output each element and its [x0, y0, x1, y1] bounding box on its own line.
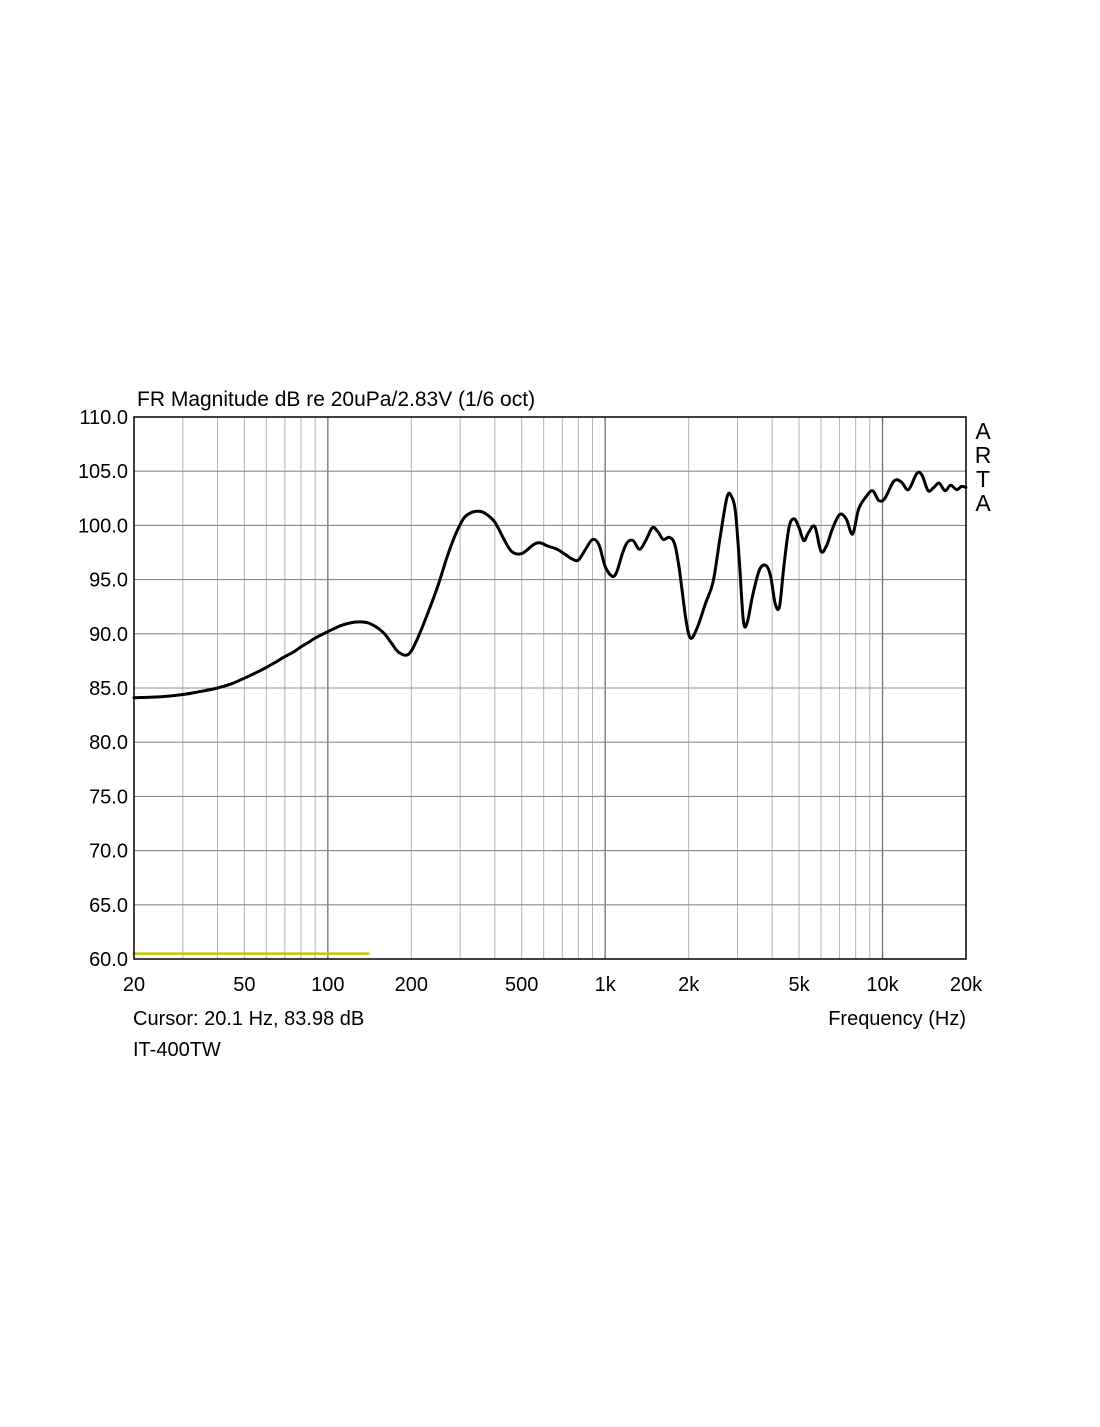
- cursor-readout: Cursor: 20.1 Hz, 83.98 dB: [133, 1008, 364, 1030]
- y-tick-label: 75.0: [89, 786, 128, 808]
- y-tick-label: 90.0: [89, 624, 128, 646]
- brand-letter: R: [975, 442, 992, 468]
- y-tick-label: 70.0: [89, 841, 128, 863]
- series-layer: [132, 470, 968, 955]
- frequency-response-line: [132, 470, 968, 700]
- major-gridlines: [134, 417, 966, 959]
- y-tick-label: 85.0: [89, 678, 128, 700]
- brand-letter: A: [975, 490, 991, 516]
- y-tick-label: 105.0: [78, 461, 128, 483]
- y-tick-label: 65.0: [89, 895, 128, 917]
- x-tick-label: 10k: [866, 974, 899, 996]
- y-tick-label: 80.0: [89, 732, 128, 754]
- x-tick-label: 100: [311, 974, 344, 996]
- x-tick-label: 20: [123, 974, 145, 996]
- plot-frame: [133, 416, 967, 960]
- x-tick-label: 500: [505, 974, 538, 996]
- measurement-name: IT-400TW: [133, 1039, 221, 1061]
- y-axis-tick-labels: 110.0 105.0 100.0 95.0 90.0 85.0 80.0 75.0 70.0 6…: [78, 407, 128, 971]
- chart-title: FR Magnitude dB re 20uPa/2.83V (1/6 oct): [137, 388, 535, 411]
- brand-letter: A: [975, 418, 991, 444]
- y-tick-label: 60.0: [89, 949, 128, 971]
- x-tick-label: 5k: [788, 974, 810, 996]
- y-tick-label: 110.0: [79, 407, 128, 429]
- x-tick-label: 50: [233, 974, 255, 996]
- y-tick-label: 100.0: [78, 515, 128, 537]
- x-axis-tick-labels: 20 50 100 200 500 1k 2k 5k 10k 20k: [123, 974, 983, 996]
- x-tick-label: 2k: [678, 974, 700, 996]
- x-axis-label: Frequency (Hz): [828, 1008, 966, 1030]
- y-tick-label: 95.0: [89, 570, 128, 592]
- x-tick-label: 200: [395, 974, 428, 996]
- x-tick-label: 20k: [950, 974, 983, 996]
- brand-letter: T: [976, 466, 990, 492]
- x-tick-label: 1k: [595, 974, 617, 996]
